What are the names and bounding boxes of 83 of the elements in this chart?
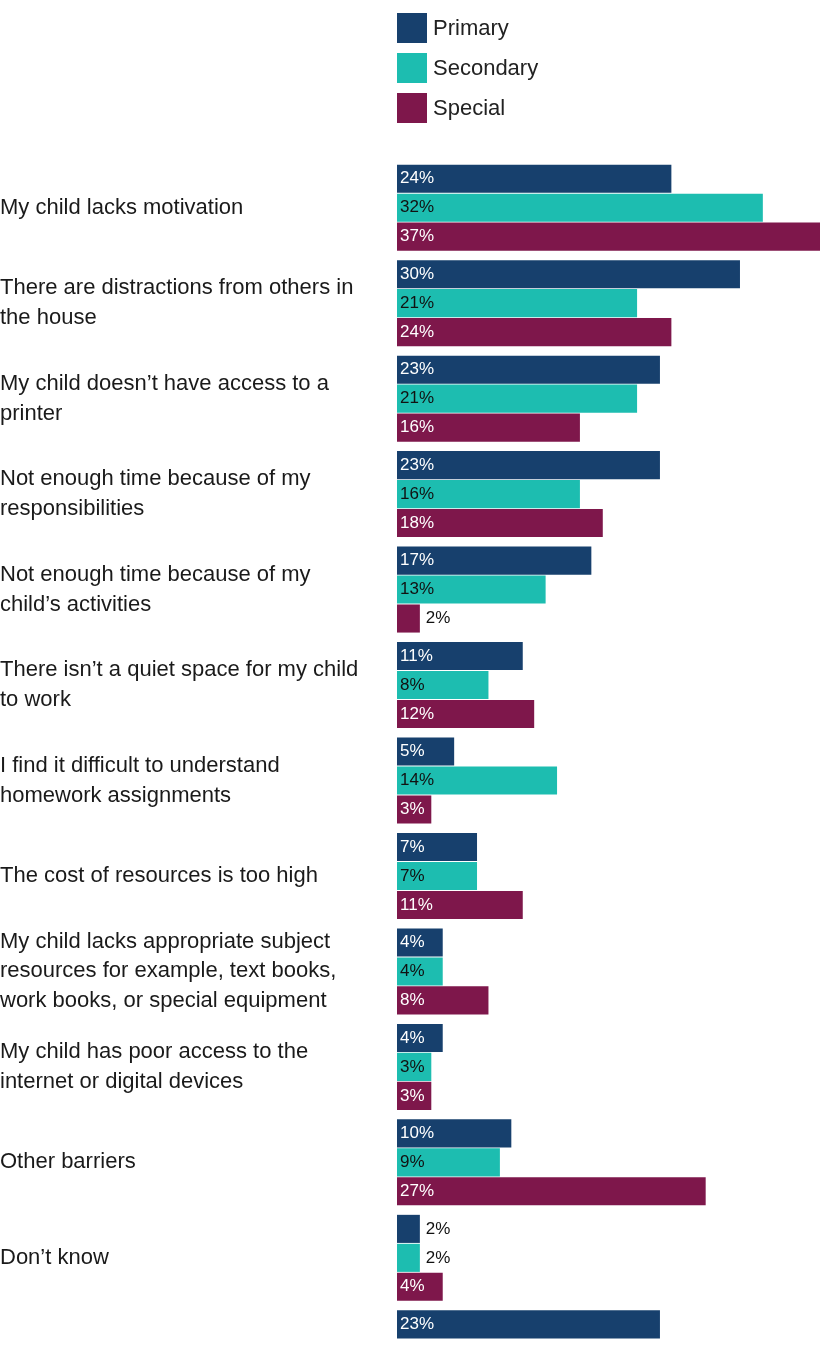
bar: [397, 737, 455, 766]
data-label: 24%: [400, 321, 435, 341]
data-label: 3%: [400, 1085, 425, 1105]
bar: [397, 1310, 660, 1339]
bar: [397, 642, 523, 671]
bar: [397, 193, 763, 222]
bar: [397, 575, 546, 604]
bar: [397, 890, 523, 919]
data-label: 4%: [400, 1276, 425, 1296]
data-label: 11%: [400, 645, 433, 665]
data-label: 2%: [425, 608, 451, 628]
bar: [397, 480, 580, 509]
data-label: 12%: [400, 703, 435, 723]
data-label: 9%: [400, 1152, 425, 1172]
bar: [397, 1119, 512, 1148]
y-tick-label: My child lacks appropriate subject resources for example, text books, work books, or special equipment: [0, 927, 337, 1013]
bar: [397, 670, 489, 700]
data-label: 2%: [425, 1218, 451, 1238]
legend-label: Special: [433, 95, 506, 121]
data-label: 10%: [400, 1123, 435, 1143]
bar: [397, 413, 580, 442]
bar: [397, 509, 603, 538]
bar: [397, 1214, 420, 1243]
y-tick-label: There are distractions from others in the house: [0, 274, 354, 330]
legend-label: Primary: [433, 15, 509, 41]
y-tick-label: There isn’t a quiet space for my child to work: [0, 656, 359, 712]
bar: [397, 699, 535, 729]
data-label: 21%: [400, 388, 435, 408]
bar: [397, 766, 558, 795]
bar: [397, 384, 638, 413]
y-tick-label: Not enough time because of my child’s activities: [0, 560, 311, 616]
bar: [397, 861, 478, 891]
data-label: 37%: [400, 226, 435, 246]
bar: [397, 289, 638, 318]
bar: [397, 451, 660, 480]
data-label: 14%: [400, 770, 435, 790]
bar: [397, 1148, 500, 1177]
y-tick-label: The cost of resources is too high: [0, 862, 318, 888]
data-label: 4%: [400, 1027, 425, 1047]
data-label: 16%: [400, 417, 435, 437]
bar: [397, 355, 660, 384]
y-tick-label: I find it difficult to understand homework assignments: [0, 751, 280, 807]
legend-label: Secondary: [433, 55, 539, 81]
y-tick-label: My child doesn’t have access to a printer: [0, 369, 330, 425]
bar: [397, 1243, 420, 1272]
y-tick-label: Other barriers: [0, 1148, 136, 1174]
bar: [397, 1177, 706, 1206]
data-label: 4%: [400, 932, 425, 952]
data-label: 17%: [400, 550, 435, 570]
data-label: 16%: [400, 483, 435, 503]
data-label: 5%: [400, 741, 425, 761]
bar: [397, 318, 672, 347]
data-label: 24%: [400, 168, 435, 188]
data-label: 3%: [400, 799, 425, 819]
bar: [397, 546, 592, 575]
data-label: 21%: [400, 292, 435, 312]
bar: [397, 928, 443, 957]
data-label: 4%: [400, 961, 425, 981]
bar: [397, 604, 420, 633]
bar: [397, 222, 820, 251]
data-label: 7%: [400, 865, 425, 885]
data-label: 2%: [425, 1247, 451, 1267]
data-label: 32%: [400, 197, 435, 217]
y-tick-label: My child lacks motivation: [0, 193, 244, 219]
bar: [397, 260, 740, 289]
data-label: 23%: [400, 359, 435, 379]
data-label: 23%: [400, 454, 435, 474]
bar: [397, 832, 478, 862]
bar: [397, 164, 672, 193]
y-tick-label: Not enough time because of my responsibilities: [0, 465, 311, 521]
data-label: 13%: [400, 579, 435, 599]
data-label: 27%: [400, 1181, 435, 1201]
data-label: 11%: [400, 894, 433, 914]
y-tick-label: Don’t know: [0, 1243, 109, 1269]
bar: [397, 986, 489, 1015]
data-label: 3%: [400, 1056, 425, 1076]
data-label: 8%: [400, 990, 425, 1010]
data-label: 8%: [400, 674, 425, 694]
data-label: 23%: [400, 1314, 435, 1334]
data-label: 18%: [400, 512, 435, 532]
y-tick-label: My child has poor access to the internet or digital devices: [0, 1038, 309, 1093]
data-label: 7%: [400, 836, 425, 856]
data-label: 30%: [400, 263, 435, 283]
